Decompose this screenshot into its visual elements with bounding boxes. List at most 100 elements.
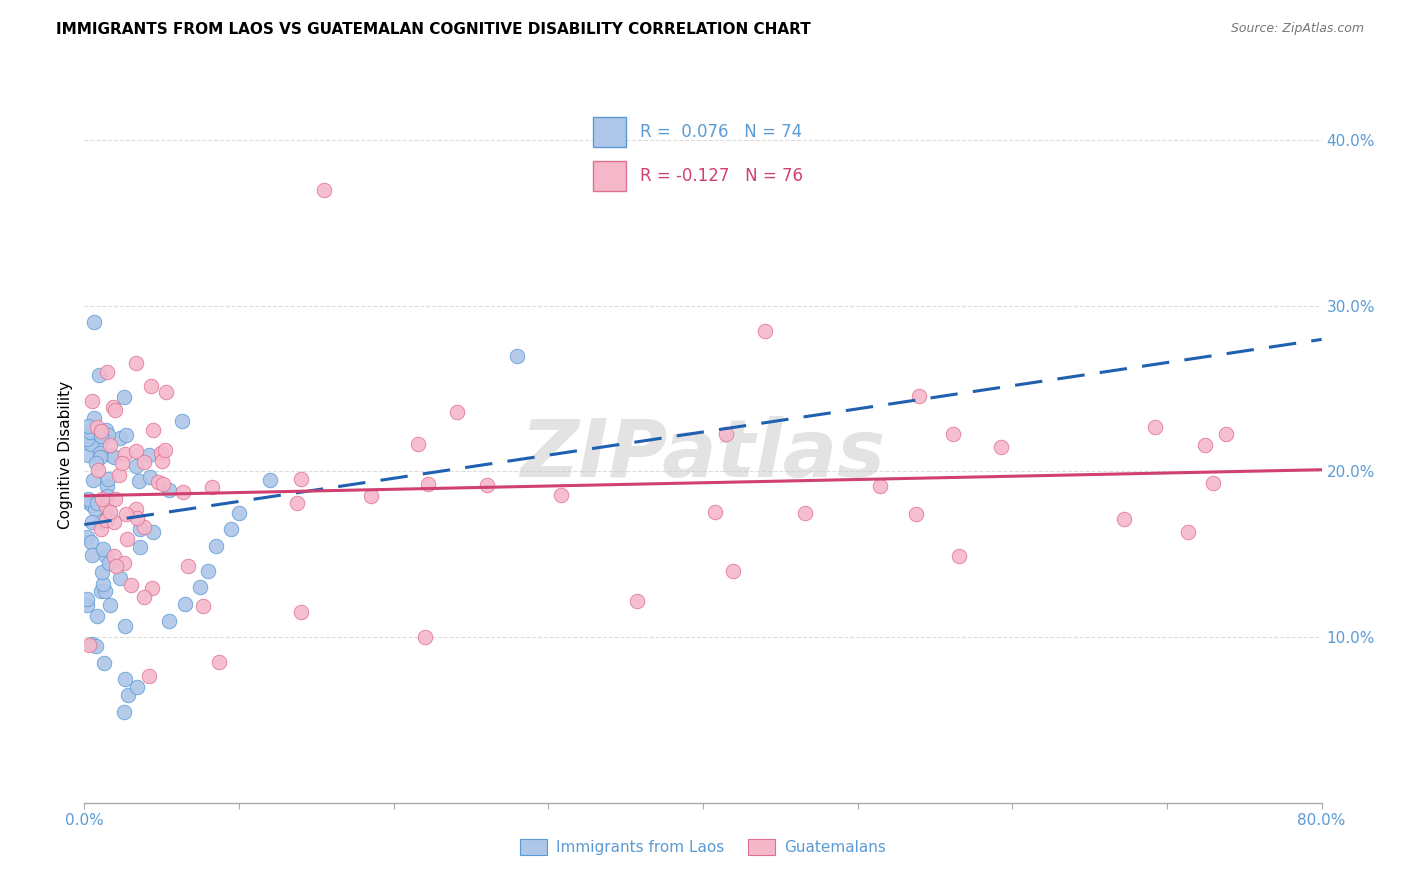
Point <box>89 446 111 460</box>
Point <box>128 474 150 488</box>
Point <box>83 411 105 425</box>
Point <box>82 515 104 529</box>
Point <box>77 495 100 509</box>
Point <box>172 485 194 500</box>
Point <box>477 477 499 491</box>
Point <box>228 506 250 520</box>
Point <box>142 423 165 437</box>
Point <box>90 565 112 579</box>
Point <box>108 431 131 445</box>
Point <box>108 571 131 585</box>
Point <box>132 455 155 469</box>
Point <box>100 448 122 462</box>
Point <box>125 459 148 474</box>
Point <box>416 476 439 491</box>
Point <box>87 463 110 477</box>
Point <box>84 502 107 516</box>
Point <box>1177 524 1199 539</box>
Point <box>104 402 127 417</box>
Point <box>115 428 138 442</box>
Point <box>117 688 139 702</box>
Point <box>80 549 103 563</box>
Point <box>80 437 103 451</box>
Point <box>134 590 156 604</box>
Point <box>177 559 200 574</box>
Point <box>114 448 136 462</box>
Point <box>103 400 125 414</box>
Point <box>127 680 149 694</box>
Text: Source: ZipAtlas.com: Source: ZipAtlas.com <box>1230 22 1364 36</box>
Point <box>208 655 231 669</box>
Point <box>132 520 155 534</box>
FancyBboxPatch shape <box>593 161 627 191</box>
Text: R = -0.127   N = 76: R = -0.127 N = 76 <box>640 168 803 186</box>
Point <box>1114 512 1136 526</box>
Point <box>908 389 931 403</box>
Point <box>103 450 125 465</box>
Point <box>704 505 727 519</box>
Point <box>98 599 121 613</box>
Point <box>1144 420 1167 434</box>
Point <box>76 530 98 544</box>
Point <box>869 479 891 493</box>
Point <box>114 618 136 632</box>
Point <box>191 599 214 613</box>
Point <box>112 390 135 404</box>
Point <box>413 630 436 644</box>
Point <box>152 477 174 491</box>
Point <box>94 549 117 564</box>
Point <box>290 605 312 619</box>
Point <box>97 557 120 571</box>
Point <box>138 448 160 462</box>
Point <box>114 556 136 570</box>
Point <box>89 450 111 465</box>
Point <box>200 481 222 495</box>
Point <box>172 414 194 428</box>
Point <box>80 535 103 549</box>
Point <box>188 581 211 595</box>
Point <box>754 324 776 338</box>
Point <box>90 514 112 528</box>
Point <box>942 427 965 442</box>
Point <box>905 508 928 522</box>
Point <box>157 483 180 498</box>
Point <box>91 576 114 591</box>
Point <box>142 525 165 540</box>
Point <box>93 657 115 671</box>
Point <box>96 423 118 437</box>
Legend: Immigrants from Laos, Guatemalans: Immigrants from Laos, Guatemalans <box>513 833 893 862</box>
Point <box>94 500 117 514</box>
Point <box>1215 427 1237 442</box>
Text: ZIPatlas: ZIPatlas <box>520 416 886 494</box>
Point <box>150 446 173 460</box>
Point <box>80 637 103 651</box>
Point <box>90 523 112 537</box>
Point <box>197 564 219 578</box>
Point <box>626 593 648 607</box>
Point <box>550 488 572 502</box>
Point <box>129 540 152 554</box>
Point <box>76 591 98 606</box>
Point <box>112 705 135 719</box>
Point <box>114 672 136 686</box>
Point <box>86 419 108 434</box>
Point <box>84 639 107 653</box>
Point <box>90 425 112 439</box>
Point <box>948 549 970 563</box>
Point <box>86 496 108 510</box>
Point <box>159 614 180 628</box>
Point <box>76 449 98 463</box>
Point <box>91 541 114 556</box>
Point <box>146 475 169 489</box>
Point <box>141 581 163 595</box>
Point <box>219 523 242 537</box>
Point <box>115 532 138 546</box>
Point <box>77 639 100 653</box>
Point <box>290 472 312 486</box>
Point <box>89 437 111 451</box>
Point <box>107 467 129 482</box>
Point <box>103 549 125 564</box>
Point <box>120 578 142 592</box>
Point <box>104 492 127 507</box>
Point <box>259 473 281 487</box>
